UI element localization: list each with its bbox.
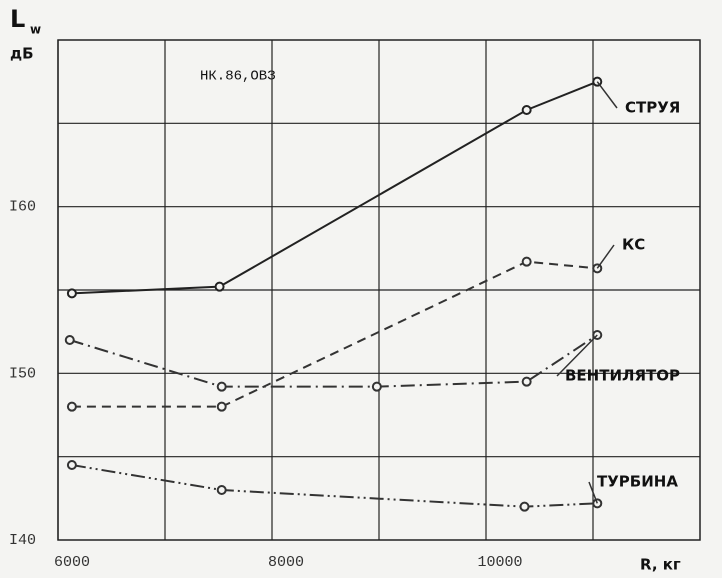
series-line [71, 80, 598, 295]
y-tick-label: I60 [9, 199, 36, 216]
x-tick-label: 6000 [54, 554, 90, 571]
series-line [71, 260, 598, 408]
data-point [64, 335, 75, 345]
series-label: ТУРБИНА [597, 473, 678, 491]
series-line [69, 334, 598, 388]
series-line [71, 464, 598, 508]
data-point [216, 401, 227, 412]
x-tick-label: 8000 [268, 554, 304, 571]
y-label-sub: w [30, 23, 41, 37]
annotation: НК.86,ОВЗ [200, 69, 276, 85]
data-point [66, 460, 77, 470]
leader-line [556, 334, 598, 377]
series-label: СТРУЯ [625, 99, 680, 117]
data-point [216, 485, 227, 495]
data-point [521, 256, 532, 267]
data-point [66, 401, 77, 412]
series-label: ВЕНТИЛЯТОР [565, 367, 680, 385]
data-point [66, 288, 77, 299]
series-label: КС [622, 236, 645, 254]
data-point [214, 281, 225, 292]
y-unit: дБ [10, 45, 34, 63]
data-point [521, 105, 532, 115]
x-tick-label: 10000 [477, 554, 522, 571]
y-tick-label: I50 [9, 365, 36, 382]
data-point [519, 501, 530, 512]
leader-line [596, 81, 618, 109]
data-point [371, 381, 382, 392]
y-label: L [10, 5, 25, 33]
leader-line [596, 244, 615, 269]
y-tick-label: I40 [9, 532, 36, 549]
x-label: R, кг [640, 556, 681, 574]
data-point [216, 381, 227, 392]
leader-line [588, 481, 598, 504]
data-point [521, 376, 532, 387]
